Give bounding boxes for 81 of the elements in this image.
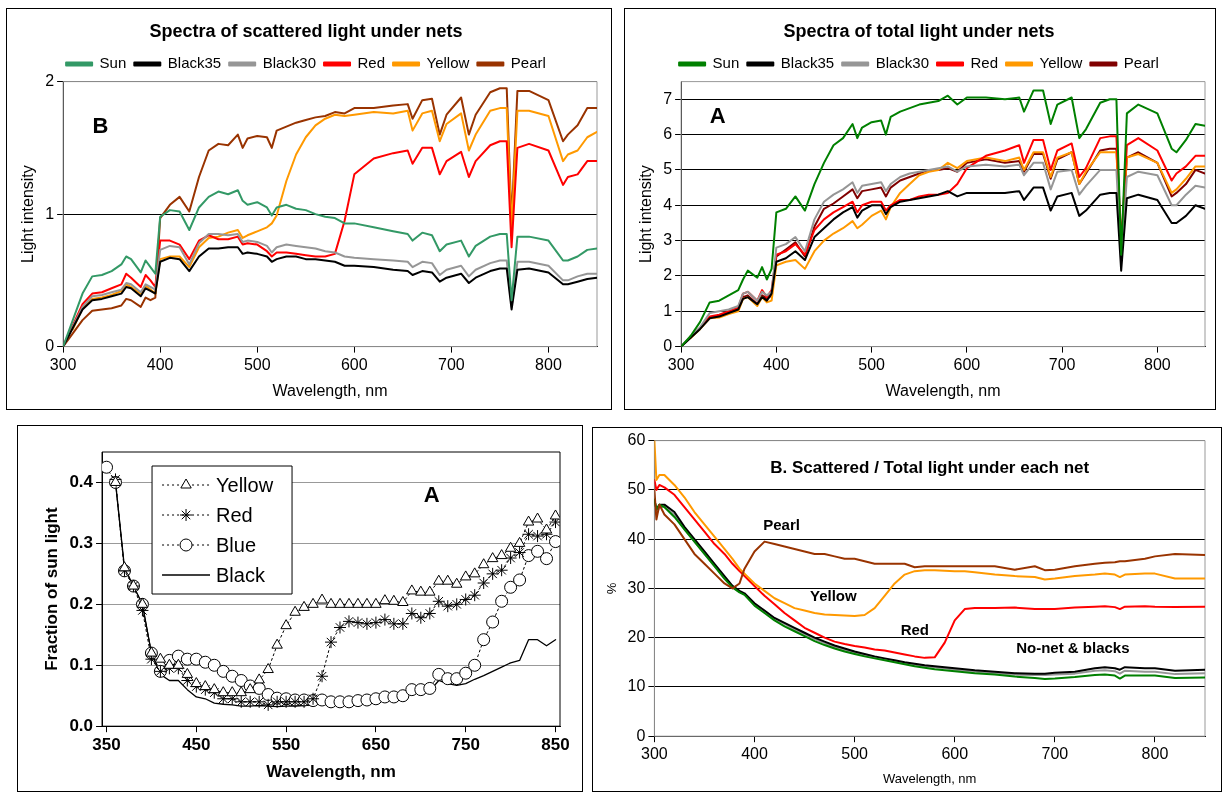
x-tick-label: 400 xyxy=(741,745,768,763)
x-axis-title: Wavelength, nm xyxy=(882,770,977,786)
x-tick-label: 500 xyxy=(243,355,271,373)
x-axis-title: Wavelength, nm xyxy=(272,381,388,399)
legend-label: Black30 xyxy=(262,54,317,72)
x-tick-label: 800 xyxy=(1144,355,1171,373)
y-tick-label: 0.3 xyxy=(69,533,94,553)
y-tick-label: 6 xyxy=(663,125,673,143)
chart-title: Spectra of total light under nets xyxy=(783,20,1055,41)
y-tick-label: 0.4 xyxy=(69,472,94,492)
legend-label: Black35 xyxy=(167,54,222,72)
annotation: No-net & blacks xyxy=(1016,638,1130,656)
y-tick-label: 4 xyxy=(663,195,673,213)
x-tick-label: 350 xyxy=(92,735,121,755)
annotation: B xyxy=(92,112,109,138)
x-tick-label: 550 xyxy=(271,735,301,755)
y-tick-label: 3 xyxy=(663,231,673,249)
x-tick-label: 300 xyxy=(641,745,668,763)
x-tick-label: 800 xyxy=(1141,745,1169,763)
legend-label: Pearl xyxy=(510,54,546,72)
legend-label: Red xyxy=(357,54,386,72)
annotation: A xyxy=(423,481,440,507)
y-tick-label: 0.2 xyxy=(69,594,94,614)
legend-label: Red xyxy=(216,503,253,526)
x-tick-label: 500 xyxy=(858,355,886,373)
y-axis-title: Light intensity xyxy=(637,165,655,264)
x-tick-label: 300 xyxy=(667,355,695,373)
y-tick-label: 0.0 xyxy=(69,715,94,735)
x-tick-label: 600 xyxy=(941,745,969,763)
annotation: A xyxy=(709,103,726,129)
legend-label: Yellow xyxy=(426,54,470,72)
y-tick-label: 0 xyxy=(663,337,673,355)
y-tick-label: 5 xyxy=(663,160,673,178)
y-tick-label: 60 xyxy=(627,431,646,449)
x-tick-label: 450 xyxy=(182,735,211,755)
legend-label: Red xyxy=(970,54,999,72)
annotation: Red xyxy=(900,620,929,638)
y-tick-label: 2 xyxy=(45,72,55,90)
legend-label: Black30 xyxy=(875,54,930,72)
y-axis-title: Fraction of sun light xyxy=(41,507,61,671)
legend-label: Sun xyxy=(99,54,127,72)
legend-label: Sun xyxy=(712,54,740,72)
legend-label: Pearl xyxy=(1123,54,1159,72)
annotation: Pearl xyxy=(763,515,800,533)
y-axis-title: % xyxy=(604,582,620,595)
y-tick-label: 30 xyxy=(627,578,646,596)
y-tick-label: 2 xyxy=(663,266,673,284)
y-tick-label: 0 xyxy=(636,726,646,744)
y-tick-label: 40 xyxy=(627,529,646,547)
x-tick-label: 850 xyxy=(541,735,570,755)
x-tick-label: 800 xyxy=(535,355,562,373)
y-tick-label: 20 xyxy=(627,628,646,646)
x-tick-label: 600 xyxy=(340,355,368,373)
legend-label: Yellow xyxy=(1039,54,1083,72)
y-tick-label: 0 xyxy=(45,337,55,355)
x-tick-label: 700 xyxy=(438,355,465,373)
x-tick-label: 700 xyxy=(1048,355,1076,373)
y-tick-label: 10 xyxy=(627,677,646,695)
x-tick-label: 700 xyxy=(1041,745,1069,763)
y-tick-label: 7 xyxy=(663,89,673,107)
x-axis-title: Wavelength, nm xyxy=(885,381,1001,399)
legend-label: Black xyxy=(216,563,266,586)
y-tick-label: 50 xyxy=(627,480,646,498)
x-tick-label: 400 xyxy=(763,355,790,373)
legend-label: Blue xyxy=(216,533,257,556)
chart-title: Spectra of scattered light under nets xyxy=(149,20,463,41)
y-tick-label: 0.1 xyxy=(69,654,94,674)
x-tick-label: 600 xyxy=(953,355,981,373)
y-tick-label: 1 xyxy=(663,301,673,319)
x-axis-title: Wavelength, nm xyxy=(266,762,396,782)
x-tick-label: 400 xyxy=(146,355,174,373)
x-tick-label: 500 xyxy=(841,745,869,763)
legend-label: Yellow xyxy=(216,473,274,496)
annotation: Yellow xyxy=(810,587,858,605)
x-tick-label: 750 xyxy=(451,735,480,755)
legend-label: Black35 xyxy=(780,54,835,72)
y-axis-title: Light intensity xyxy=(19,165,37,264)
x-tick-label: 300 xyxy=(49,355,77,373)
text: B. Scattered / Total light under each net xyxy=(770,458,1090,478)
x-tick-label: 650 xyxy=(361,735,391,755)
y-tick-label: 1 xyxy=(45,204,55,222)
